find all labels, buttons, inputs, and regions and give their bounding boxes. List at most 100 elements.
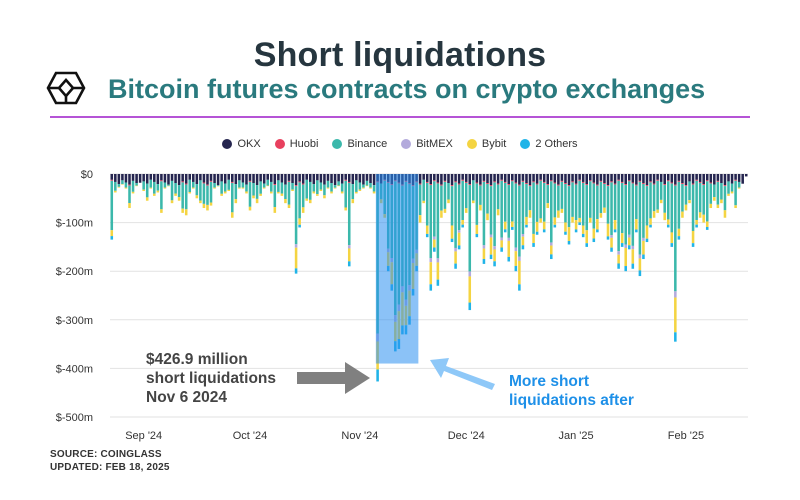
- bar-segment: [514, 182, 518, 184]
- bar-segment: [110, 230, 114, 237]
- bar-segment: [642, 174, 645, 184]
- bar-segment: [418, 183, 422, 185]
- bar-segment: [698, 182, 702, 213]
- bar-segment: [702, 174, 705, 185]
- bar-segment: [500, 237, 503, 241]
- bar-segment: [610, 247, 613, 252]
- bar-segment: [695, 180, 698, 220]
- legend-item-bybit: Bybit: [466, 138, 506, 150]
- bar-segment: [280, 182, 284, 194]
- bar-segment: [666, 180, 670, 182]
- bar-segment: [649, 182, 652, 219]
- bar-segment: [521, 180, 525, 182]
- bar-segment: [539, 174, 542, 180]
- bar-segment: [493, 181, 496, 183]
- bar-segment: [691, 230, 695, 244]
- y-tick-label: $-200m: [56, 266, 93, 278]
- bar-segment: [525, 224, 528, 228]
- bar-segment: [192, 174, 195, 182]
- bar-segment: [213, 183, 216, 188]
- bar-segment: [319, 189, 323, 192]
- bar-segment: [340, 174, 344, 184]
- bar-segment: [252, 183, 255, 196]
- bar-segment: [138, 174, 142, 183]
- bar-segment: [535, 174, 539, 184]
- bar-segment: [418, 215, 422, 223]
- bar-segment: [199, 180, 202, 201]
- bar-segment: [677, 174, 681, 181]
- bar-segment: [617, 180, 620, 252]
- bar-segment: [642, 237, 645, 241]
- bar-segment: [496, 174, 500, 184]
- bar-segment: [277, 191, 280, 194]
- bar-segment: [606, 186, 610, 224]
- bar-segment: [333, 185, 337, 188]
- bar-segment: [433, 247, 436, 252]
- bar-segment: [181, 181, 184, 183]
- bar-segment: [666, 224, 670, 228]
- bar-segment: [347, 174, 351, 182]
- bar-segment: [574, 174, 578, 184]
- bar-segment: [691, 183, 695, 185]
- bar-segment: [436, 258, 440, 263]
- legend-swatch: [466, 139, 477, 149]
- bar-segment: [429, 174, 433, 185]
- bar-segment: [121, 184, 124, 185]
- bar-segment: [245, 191, 248, 194]
- bar-segment: [518, 284, 521, 291]
- bar-segment: [514, 183, 518, 248]
- bar-segment: [489, 234, 493, 238]
- bar-segment: [734, 205, 737, 209]
- peak-annotation: $426.9 million short liquidations Nov 6 …: [146, 350, 276, 407]
- bar-segment: [156, 190, 160, 193]
- legend-item-huobi: Huobi: [274, 138, 318, 150]
- bar-segment: [631, 174, 635, 183]
- peak-arrow: [297, 362, 370, 394]
- after-annotation: More short liquidations after: [509, 372, 634, 410]
- bar-segment: [433, 236, 436, 240]
- bar-segment: [567, 240, 571, 245]
- bar-segment: [642, 183, 645, 184]
- bar-segment: [128, 174, 131, 185]
- bar-segment: [553, 174, 557, 183]
- bar-segment: [695, 220, 698, 225]
- cube-logo-icon: [46, 71, 86, 105]
- peak-annotation-value: $426.9 million: [146, 351, 248, 368]
- bar-segment: [433, 181, 436, 237]
- bar-segment: [592, 228, 596, 239]
- source-note: SOURCE: COINGLASS: [50, 449, 162, 460]
- bar-segment: [262, 183, 266, 188]
- bar-segment: [457, 245, 461, 250]
- bar-segment: [443, 180, 447, 182]
- bar-segment: [114, 181, 117, 191]
- bar-segment: [627, 180, 631, 182]
- bar-segment: [248, 174, 252, 181]
- bar-segment: [560, 180, 564, 182]
- bar-segment: [596, 229, 599, 233]
- bar-segment: [174, 183, 177, 194]
- bar-segment: [670, 243, 674, 247]
- bar-segment: [195, 195, 199, 199]
- bar-segment: [418, 174, 422, 184]
- bar-segment: [340, 191, 344, 194]
- bar-segment: [433, 180, 436, 182]
- bar-segment: [564, 231, 567, 235]
- bar-segment: [170, 174, 174, 181]
- bar-segment: [145, 183, 149, 198]
- bar-segment: [184, 174, 188, 184]
- bar-segment: [546, 203, 550, 209]
- bar-segment: [234, 184, 238, 200]
- bar-segment: [546, 184, 550, 186]
- bar-segment: [241, 187, 245, 189]
- bar-segment: [170, 200, 174, 204]
- bar-segment: [163, 174, 167, 183]
- bar-segment: [737, 181, 741, 188]
- bar-segment: [663, 185, 666, 213]
- bar-segment: [542, 229, 546, 233]
- bar-segment: [429, 185, 433, 259]
- bar-segment: [128, 185, 131, 204]
- bar-segment: [344, 207, 347, 211]
- bar-segment: [737, 174, 741, 182]
- bar-segment: [156, 174, 160, 185]
- bar-segment: [705, 180, 709, 182]
